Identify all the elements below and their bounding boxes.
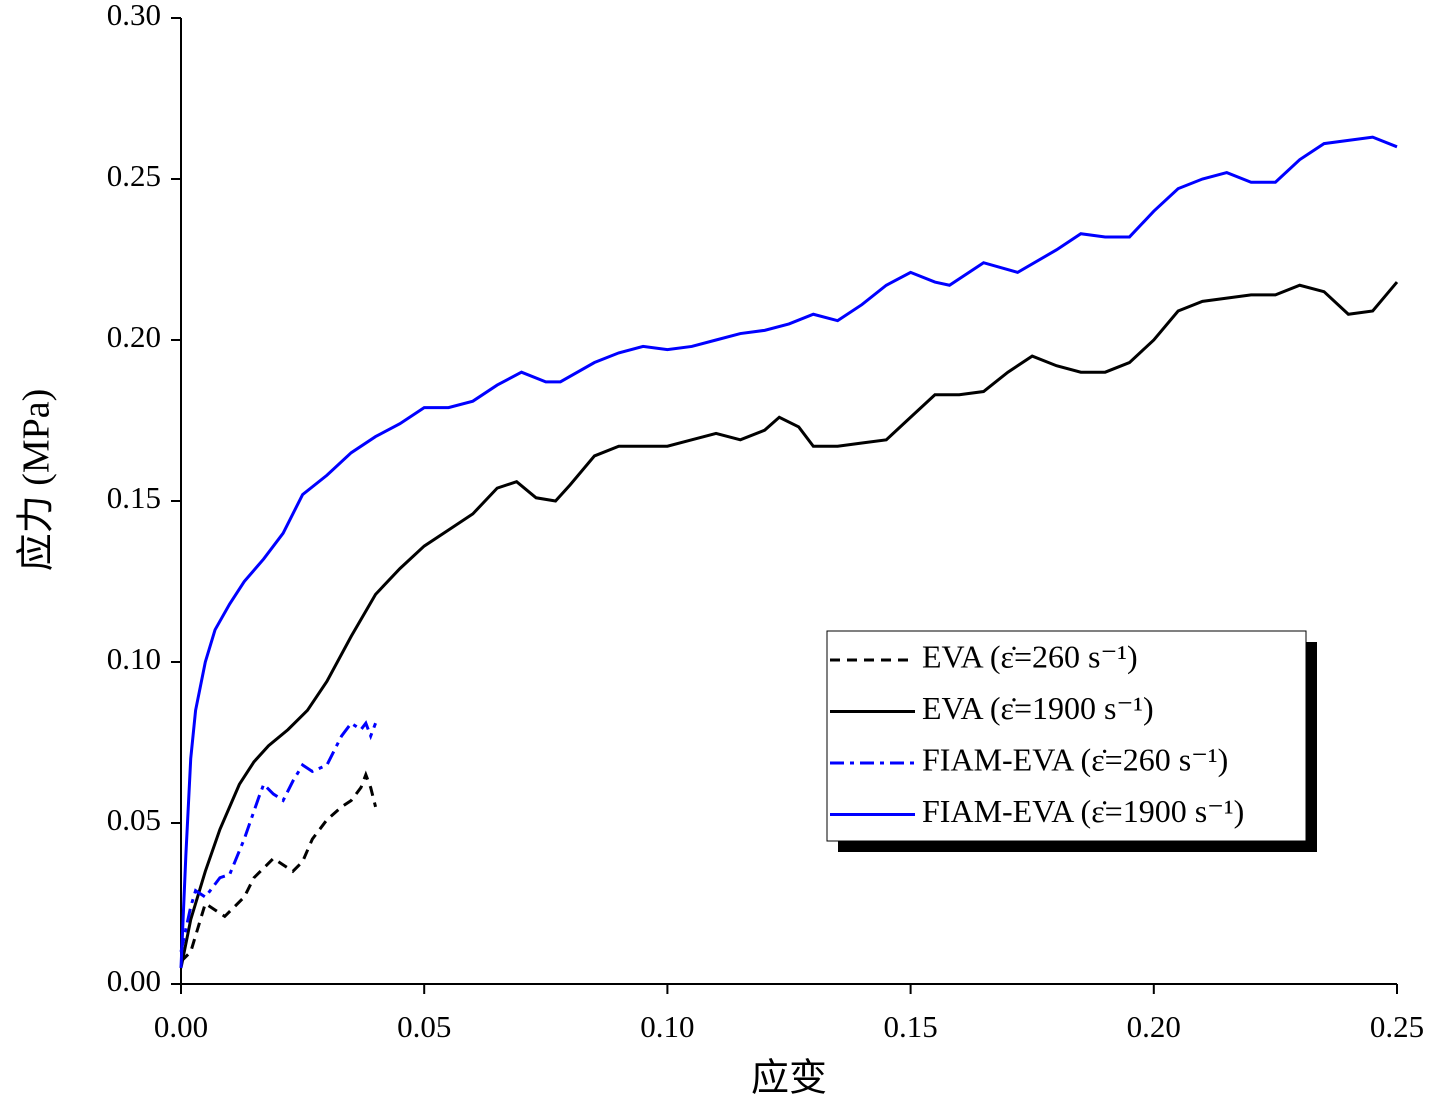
line [179,135,1398,968]
x-tick-label: 0.25 [1370,1009,1424,1044]
y-tick-label: 0.05 [107,802,161,837]
y-tick-label: 0.10 [107,641,161,676]
y-tick-label: 0.00 [107,963,161,998]
y-tick-label: 0.15 [107,480,161,515]
y-axis-title: 应力 (MPa) [16,389,58,572]
legend-label: FIAM-EVA (ε̇=1900 s⁻¹) [922,793,1244,829]
x-tick-label: 0.05 [397,1009,451,1044]
x-tick-label: 0.15 [883,1009,937,1044]
legend-label: EVA (ε̇=260 s⁻¹) [922,638,1138,674]
y-tick-label: 0.20 [107,319,161,354]
legend-label: FIAM-EVA (ε̇=260 s⁻¹) [922,741,1228,777]
legend-label: EVA (ε̇=1900 s⁻¹) [922,690,1154,726]
line [179,720,377,953]
x-tick-label: 0.20 [1127,1009,1181,1044]
y-tick-label: 0.25 [107,158,161,193]
x-tick-label: 0.10 [640,1009,694,1044]
line [179,281,1399,969]
line [179,770,378,963]
y-tick-label: 0.30 [107,0,161,32]
x-axis-title: 应变 [751,1058,827,1100]
x-tick-label: 0.00 [154,1009,208,1044]
legend-box [826,630,1307,842]
